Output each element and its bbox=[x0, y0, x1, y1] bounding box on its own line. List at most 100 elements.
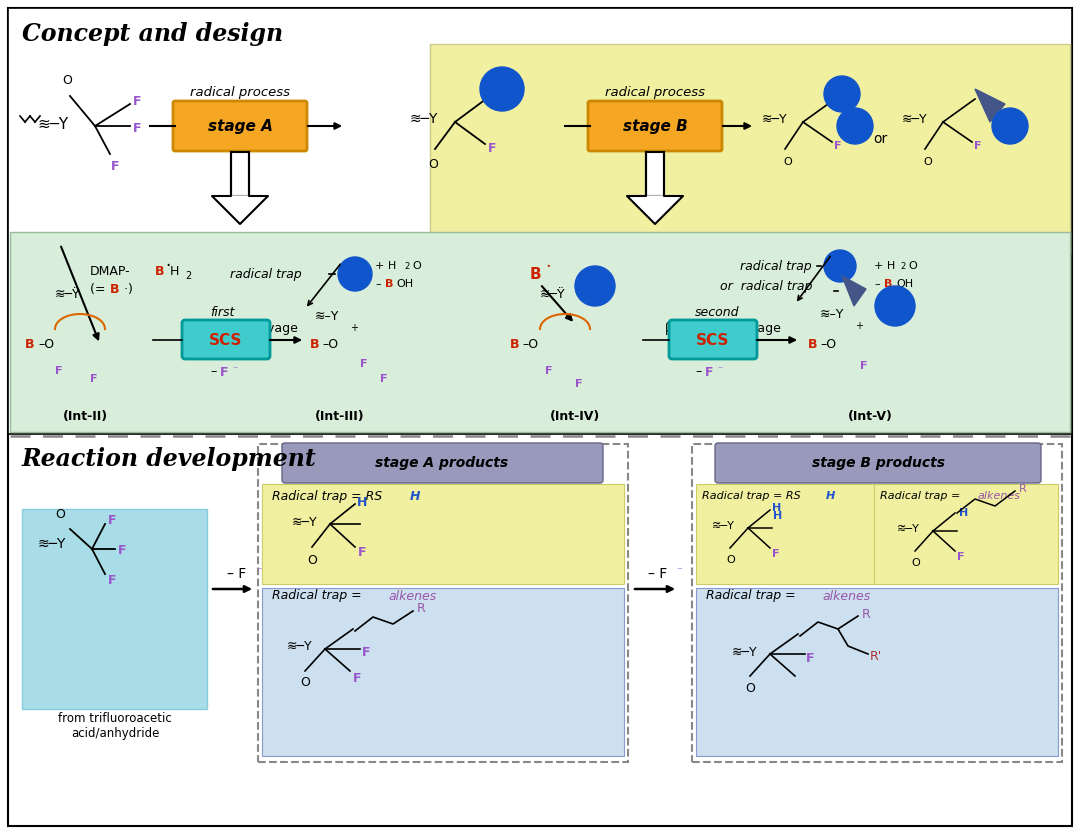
Text: ⁻: ⁻ bbox=[256, 566, 261, 576]
Text: stage B products: stage B products bbox=[811, 456, 945, 470]
Text: ≋─Y: ≋─Y bbox=[902, 113, 928, 125]
Text: O: O bbox=[55, 508, 65, 520]
Bar bbox=[8, 8, 1072, 434]
Text: (Int-IV): (Int-IV) bbox=[550, 409, 600, 423]
Bar bbox=[231, 152, 249, 196]
Text: ·): ·) bbox=[120, 283, 133, 295]
Text: F: F bbox=[225, 321, 233, 334]
Text: H: H bbox=[826, 491, 835, 501]
Text: (=: (= bbox=[90, 283, 109, 295]
Text: ≋─Y: ≋─Y bbox=[897, 524, 920, 534]
Circle shape bbox=[480, 67, 524, 111]
Text: B: B bbox=[310, 338, 320, 350]
Text: F: F bbox=[118, 545, 126, 557]
Text: ≋─Ÿ: ≋─Ÿ bbox=[540, 288, 566, 300]
Text: O: O bbox=[745, 681, 755, 695]
Text: O: O bbox=[783, 157, 792, 167]
Text: Radical trap =: Radical trap = bbox=[272, 590, 362, 602]
Text: O: O bbox=[62, 73, 72, 87]
Text: β-C–: β-C– bbox=[180, 321, 207, 334]
Circle shape bbox=[824, 250, 856, 282]
Text: B: B bbox=[156, 264, 164, 278]
Bar bbox=[430, 44, 1070, 254]
Text: F: F bbox=[974, 141, 982, 151]
Bar bbox=[258, 444, 627, 762]
Text: –O: –O bbox=[820, 338, 836, 350]
Bar bbox=[874, 484, 1058, 584]
Text: –: – bbox=[375, 279, 380, 289]
Text: 2: 2 bbox=[185, 271, 191, 281]
Bar bbox=[262, 484, 624, 584]
Text: F: F bbox=[545, 366, 553, 376]
Text: O: O bbox=[912, 558, 920, 568]
Text: R: R bbox=[862, 607, 870, 620]
Text: B: B bbox=[25, 338, 35, 350]
FancyBboxPatch shape bbox=[183, 320, 270, 359]
Text: F: F bbox=[108, 574, 117, 586]
Text: radical trap: radical trap bbox=[230, 268, 301, 280]
Text: alkenes: alkenes bbox=[822, 590, 870, 602]
Circle shape bbox=[575, 266, 615, 306]
Text: cleavage: cleavage bbox=[720, 321, 781, 334]
Text: Radical trap =: Radical trap = bbox=[706, 590, 796, 602]
Text: +: + bbox=[855, 321, 863, 331]
Text: F: F bbox=[90, 374, 97, 384]
Text: F: F bbox=[957, 552, 964, 562]
Text: stage A products: stage A products bbox=[376, 456, 509, 470]
Text: – F: – F bbox=[648, 567, 667, 581]
Text: R: R bbox=[417, 602, 426, 615]
Text: ≋─Y: ≋─Y bbox=[712, 521, 734, 531]
Text: +: + bbox=[350, 323, 357, 333]
Text: F: F bbox=[357, 545, 366, 559]
Polygon shape bbox=[975, 89, 1005, 122]
Polygon shape bbox=[212, 196, 268, 224]
Text: cleavage: cleavage bbox=[237, 321, 298, 334]
Text: alkenes: alkenes bbox=[388, 590, 436, 602]
Text: radical process: radical process bbox=[605, 86, 705, 98]
Text: F: F bbox=[772, 549, 780, 559]
Text: radical process: radical process bbox=[190, 86, 291, 98]
Polygon shape bbox=[842, 276, 866, 306]
Text: SCS: SCS bbox=[697, 333, 730, 348]
Text: F: F bbox=[708, 321, 716, 334]
Text: F: F bbox=[111, 159, 120, 173]
Text: F: F bbox=[488, 142, 497, 154]
Text: Concept and design: Concept and design bbox=[22, 22, 283, 46]
Text: alkenes: alkenes bbox=[978, 491, 1021, 501]
Text: ≋─Y: ≋─Y bbox=[287, 641, 312, 654]
Text: ≋─Y: ≋─Y bbox=[762, 113, 787, 125]
Text: OH: OH bbox=[896, 279, 913, 289]
Text: Reaction development: Reaction development bbox=[22, 447, 316, 471]
Text: second: second bbox=[696, 305, 740, 319]
Text: F: F bbox=[380, 374, 388, 384]
Text: F: F bbox=[705, 365, 714, 379]
FancyBboxPatch shape bbox=[173, 101, 307, 151]
Text: F: F bbox=[55, 366, 63, 376]
Text: O: O bbox=[428, 158, 437, 170]
Circle shape bbox=[824, 76, 860, 112]
Text: or  radical trap: or radical trap bbox=[720, 279, 812, 293]
Text: ≋–Y: ≋–Y bbox=[820, 308, 845, 320]
Text: or: or bbox=[873, 132, 887, 146]
Text: B: B bbox=[530, 267, 542, 282]
Text: –O: –O bbox=[322, 338, 338, 350]
Text: ≋─Y: ≋─Y bbox=[292, 515, 318, 529]
Text: F: F bbox=[362, 646, 370, 660]
Text: F: F bbox=[806, 651, 814, 665]
Circle shape bbox=[993, 108, 1028, 144]
Text: –: – bbox=[874, 279, 879, 289]
Text: B: B bbox=[808, 338, 818, 350]
Text: (Int-III): (Int-III) bbox=[315, 409, 365, 423]
Text: F: F bbox=[108, 514, 117, 526]
Text: F: F bbox=[220, 365, 229, 379]
Text: 2: 2 bbox=[900, 262, 905, 270]
Text: Radical trap =: Radical trap = bbox=[880, 491, 960, 501]
Text: F: F bbox=[353, 672, 362, 686]
Bar bbox=[10, 232, 1070, 432]
Circle shape bbox=[338, 257, 372, 291]
Text: Radical trap = RS: Radical trap = RS bbox=[702, 491, 800, 501]
Text: ≋─Y: ≋─Y bbox=[38, 537, 66, 551]
Text: 2: 2 bbox=[404, 262, 409, 270]
Text: ⁻: ⁻ bbox=[676, 566, 681, 576]
Text: –O: –O bbox=[38, 338, 54, 350]
